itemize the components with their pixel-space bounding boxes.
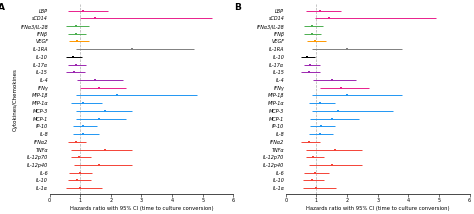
Text: A: A	[0, 3, 5, 12]
Text: B: B	[234, 3, 241, 12]
X-axis label: Hazards ratio with 95% CI (time to culture conversion): Hazards ratio with 95% CI (time to cultu…	[70, 206, 213, 211]
Y-axis label: Cytokines/Chemokines: Cytokines/Chemokines	[13, 68, 18, 131]
X-axis label: Hazards ratio with 95% CI (time to culture conversion): Hazards ratio with 95% CI (time to cultu…	[306, 206, 449, 211]
